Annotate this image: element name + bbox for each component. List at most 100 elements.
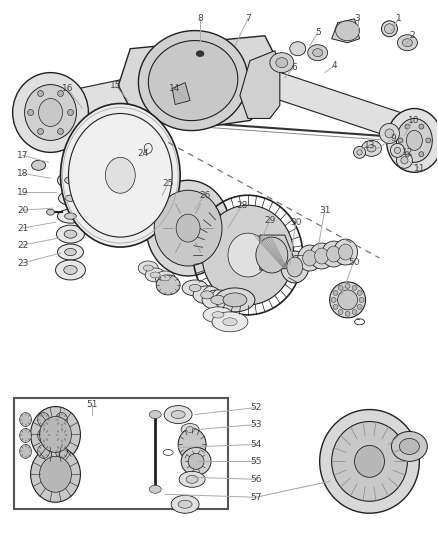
Ellipse shape: [59, 191, 82, 205]
Ellipse shape: [394, 147, 401, 154]
Ellipse shape: [38, 429, 49, 442]
Ellipse shape: [426, 138, 431, 143]
Ellipse shape: [156, 275, 180, 295]
Ellipse shape: [193, 286, 221, 304]
Ellipse shape: [188, 454, 204, 470]
Polygon shape: [332, 19, 360, 43]
Ellipse shape: [145, 268, 165, 282]
Ellipse shape: [359, 297, 364, 302]
Ellipse shape: [56, 429, 67, 442]
Text: 17: 17: [17, 151, 28, 160]
Text: 22: 22: [17, 240, 28, 249]
Text: 30: 30: [290, 217, 301, 227]
Text: 12: 12: [402, 148, 413, 157]
Ellipse shape: [211, 295, 225, 304]
Ellipse shape: [143, 265, 153, 271]
Ellipse shape: [298, 245, 321, 271]
Text: 3: 3: [355, 14, 360, 23]
Ellipse shape: [398, 138, 403, 143]
Ellipse shape: [270, 53, 294, 72]
Ellipse shape: [20, 445, 32, 458]
Ellipse shape: [338, 285, 343, 290]
Ellipse shape: [352, 310, 357, 314]
Ellipse shape: [401, 157, 408, 164]
Ellipse shape: [396, 152, 413, 168]
Ellipse shape: [138, 261, 158, 275]
Ellipse shape: [150, 272, 160, 278]
Polygon shape: [172, 83, 190, 104]
Ellipse shape: [419, 124, 424, 129]
Ellipse shape: [171, 495, 199, 513]
Ellipse shape: [57, 209, 83, 223]
Ellipse shape: [367, 145, 376, 152]
Ellipse shape: [182, 280, 208, 296]
Text: 10: 10: [408, 116, 419, 125]
Ellipse shape: [65, 176, 76, 184]
Ellipse shape: [352, 285, 357, 290]
Ellipse shape: [202, 290, 234, 310]
Ellipse shape: [332, 422, 407, 501]
Ellipse shape: [386, 109, 438, 172]
Ellipse shape: [20, 429, 32, 442]
Ellipse shape: [381, 21, 397, 37]
Ellipse shape: [333, 304, 338, 309]
Ellipse shape: [164, 406, 192, 424]
Ellipse shape: [406, 131, 422, 150]
Text: 11: 11: [413, 164, 425, 173]
Ellipse shape: [179, 471, 205, 487]
Ellipse shape: [57, 91, 64, 96]
Ellipse shape: [345, 284, 350, 288]
Ellipse shape: [357, 150, 362, 155]
Text: 21: 21: [17, 224, 28, 232]
Ellipse shape: [160, 275, 170, 281]
Ellipse shape: [223, 318, 237, 326]
Ellipse shape: [385, 129, 394, 138]
Ellipse shape: [215, 288, 255, 312]
Ellipse shape: [149, 410, 161, 418]
Ellipse shape: [189, 284, 201, 292]
Ellipse shape: [223, 293, 247, 307]
Ellipse shape: [57, 225, 85, 243]
Ellipse shape: [405, 152, 410, 157]
Ellipse shape: [196, 51, 204, 56]
Ellipse shape: [25, 85, 77, 140]
Ellipse shape: [181, 424, 199, 435]
Ellipse shape: [333, 290, 338, 295]
Ellipse shape: [32, 160, 46, 171]
Ellipse shape: [178, 429, 206, 461]
Text: 4: 4: [332, 61, 337, 70]
Text: 50: 50: [348, 257, 359, 266]
Ellipse shape: [392, 432, 427, 462]
Ellipse shape: [357, 290, 362, 295]
Ellipse shape: [39, 456, 71, 492]
Ellipse shape: [28, 109, 34, 116]
Ellipse shape: [154, 190, 222, 266]
Ellipse shape: [310, 243, 334, 269]
Text: 29: 29: [264, 216, 276, 224]
Ellipse shape: [39, 99, 63, 126]
Ellipse shape: [31, 447, 81, 502]
Ellipse shape: [39, 416, 71, 453]
Ellipse shape: [303, 250, 317, 266]
Ellipse shape: [38, 128, 43, 134]
Text: 6: 6: [291, 63, 297, 72]
Ellipse shape: [56, 260, 85, 280]
Ellipse shape: [57, 128, 64, 134]
Text: 5: 5: [315, 28, 321, 37]
Ellipse shape: [178, 500, 192, 508]
Text: 24: 24: [138, 149, 149, 158]
Ellipse shape: [138, 30, 248, 131]
Text: 18: 18: [17, 169, 28, 178]
Ellipse shape: [345, 311, 350, 317]
Ellipse shape: [38, 445, 49, 458]
Ellipse shape: [419, 152, 424, 157]
Ellipse shape: [148, 41, 238, 120]
Ellipse shape: [397, 35, 417, 51]
Ellipse shape: [38, 91, 43, 96]
Ellipse shape: [396, 118, 432, 163]
Text: 15: 15: [110, 81, 121, 90]
Ellipse shape: [13, 72, 88, 152]
Polygon shape: [245, 61, 424, 148]
Polygon shape: [240, 51, 280, 118]
Text: 56: 56: [250, 475, 261, 484]
